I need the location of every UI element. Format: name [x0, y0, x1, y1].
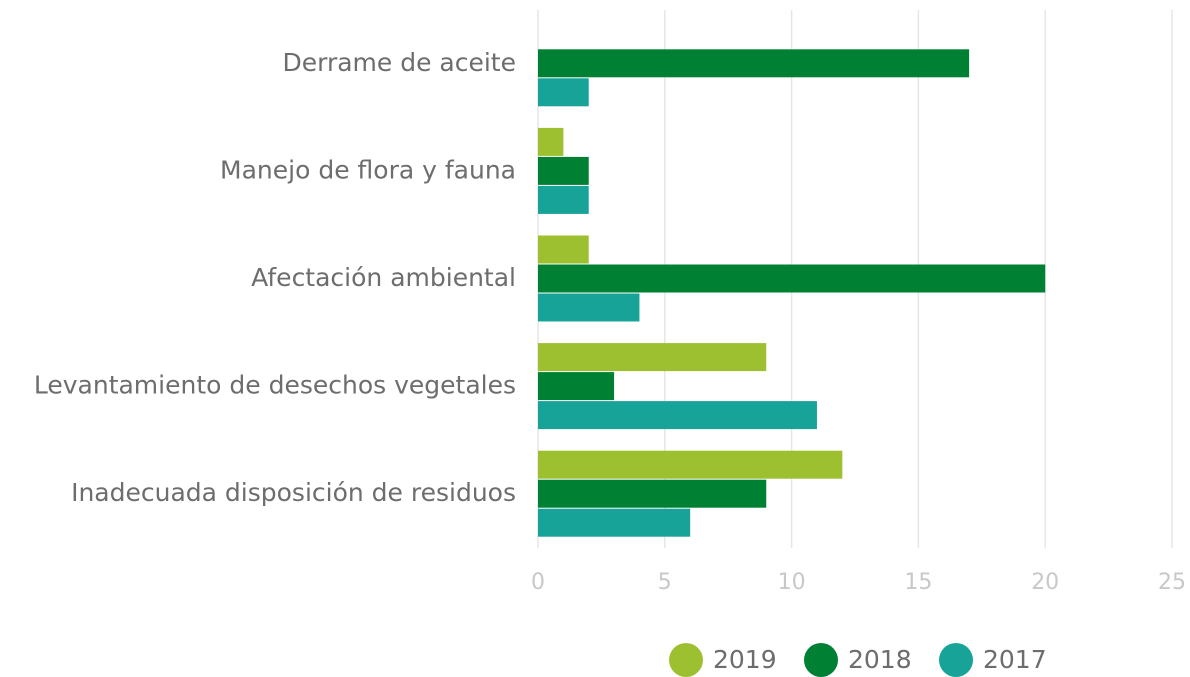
x-tick-label: 15	[904, 570, 932, 595]
legend-swatch	[939, 643, 973, 677]
bar	[538, 343, 767, 372]
x-tick-label: 5	[658, 570, 672, 595]
x-tick-label: 0	[531, 570, 545, 595]
x-tick-label: 20	[1031, 570, 1059, 595]
bar	[538, 372, 615, 401]
legend-swatch	[804, 643, 838, 677]
bar	[538, 78, 589, 107]
bar	[538, 185, 589, 214]
bar	[538, 508, 691, 537]
bar	[538, 264, 1046, 293]
bar	[538, 450, 843, 479]
bar	[538, 401, 817, 430]
y-tick-label: Inadecuada disposición de residuos	[71, 478, 516, 507]
bar	[538, 156, 589, 185]
y-tick-label: Derrame de aceite	[282, 48, 516, 77]
bar	[538, 479, 767, 508]
x-tick-label: 10	[778, 570, 806, 595]
legend-label: 2019	[713, 645, 777, 674]
bar	[538, 49, 970, 78]
legend-swatch	[669, 643, 703, 677]
legend-label: 2017	[983, 645, 1047, 674]
bar	[538, 235, 589, 264]
legend-label: 2018	[848, 645, 912, 674]
bar	[538, 127, 564, 156]
y-tick-label: Levantamiento de desechos vegetales	[34, 371, 516, 400]
y-tick-label: Afectación ambiental	[251, 263, 516, 292]
bar	[538, 293, 640, 322]
x-tick-label: 25	[1158, 570, 1186, 595]
y-tick-label: Manejo de flora y fauna	[220, 155, 516, 184]
